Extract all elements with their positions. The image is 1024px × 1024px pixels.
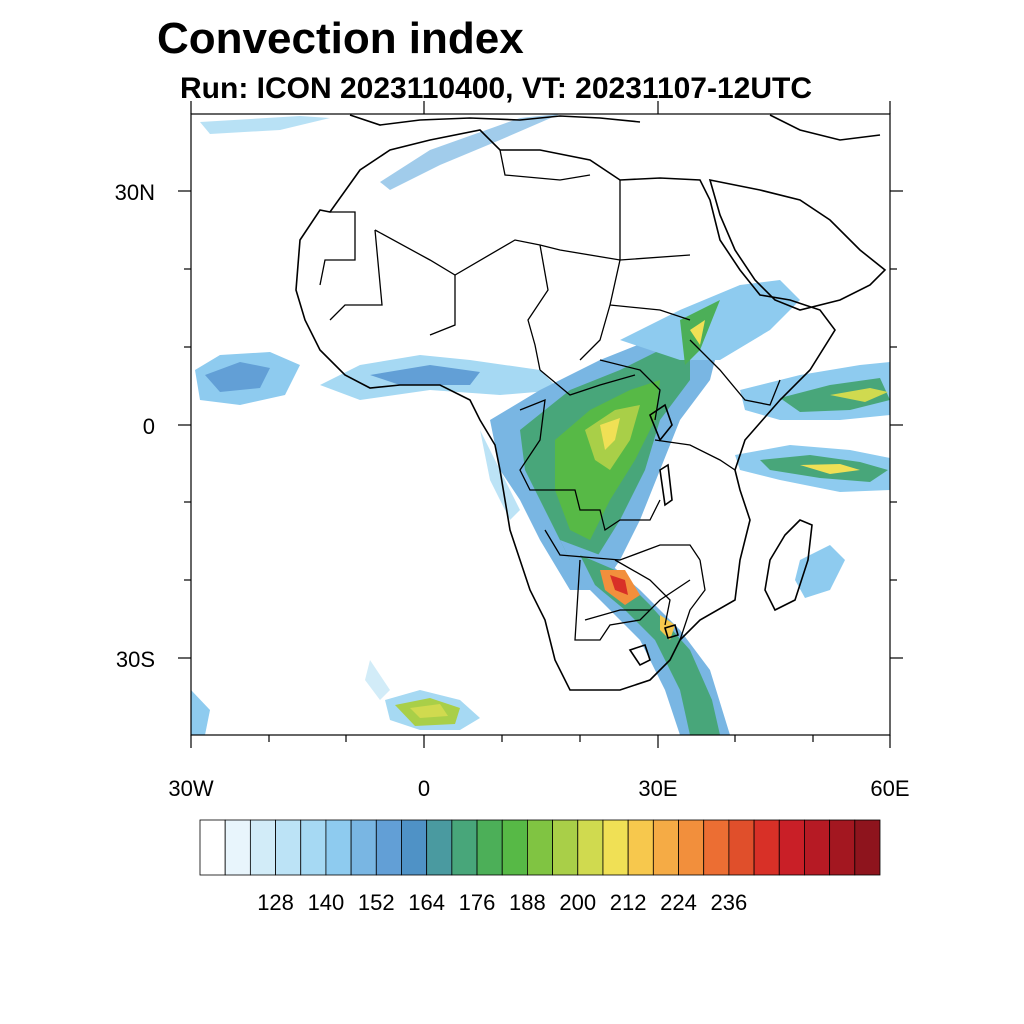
- country-borders: [319, 149, 781, 641]
- colorbar-swatch: [476, 819, 503, 876]
- colorbar-swatch: [451, 819, 478, 876]
- colorbar-label: 140: [307, 890, 345, 915]
- colorbar-swatch: [249, 819, 276, 876]
- colorbar-swatch: [602, 819, 629, 876]
- field-madagascar: [795, 545, 845, 598]
- lon-label-60e: 60E: [870, 776, 910, 801]
- colorbar-swatch: [753, 819, 780, 876]
- africa-coastline: [295, 129, 836, 691]
- colorbar-swatch: [627, 819, 654, 876]
- colorbar-swatch: [703, 819, 730, 876]
- colorbar-label: 188: [509, 890, 546, 915]
- colorbar: [199, 819, 881, 876]
- colorbar-swatch: [778, 819, 805, 876]
- lon-ticks: [190, 101, 891, 748]
- map-subtitle: Run: ICON 2023110400, VT: 20231107-12UTC: [180, 72, 813, 105]
- madagascar-coastline: [764, 519, 813, 612]
- coastlines: [295, 114, 887, 691]
- lat-label-30n: 30N: [114, 180, 155, 205]
- colorbar-swatch: [804, 819, 831, 876]
- colorbar-swatch: [678, 819, 705, 876]
- colorbar-swatch: [854, 819, 881, 876]
- colorbar-swatch: [401, 819, 428, 876]
- colorbar-swatch: [199, 819, 226, 876]
- field-streak-north: [200, 116, 330, 134]
- convection-field: [191, 114, 890, 735]
- colorbar-label: 212: [609, 890, 647, 915]
- colorbar-swatch: [501, 819, 528, 876]
- arabia-coastline: [708, 178, 887, 311]
- colorbar-swatch: [375, 819, 402, 876]
- colorbar-swatch: [224, 819, 251, 876]
- lat-label-30s: 30S: [115, 647, 155, 672]
- colorbar-label: 152: [357, 890, 395, 915]
- colorbar-swatch: [652, 819, 679, 876]
- lon-label-30e: 30E: [638, 776, 678, 801]
- lon-label-30w: 30W: [168, 776, 214, 801]
- colorbar-swatch: [275, 819, 302, 876]
- field-streak-northeast: [380, 114, 560, 190]
- colorbar-swatch: [527, 819, 553, 876]
- colorbar-label: 176: [458, 890, 496, 915]
- lat-label-0: 0: [142, 414, 155, 439]
- colorbar-swatch: [325, 819, 352, 876]
- colorbar-label: 200: [559, 890, 597, 915]
- colorbar-swatch: [350, 819, 377, 876]
- colorbar-label: 164: [408, 890, 446, 915]
- colorbar-swatch: [552, 819, 579, 876]
- colorbar-label: 236: [710, 890, 748, 915]
- colorbar-swatch: [829, 819, 856, 876]
- colorbar-swatch: [577, 819, 604, 876]
- colorbar-label: 128: [257, 890, 294, 915]
- map-title: Convection index: [157, 14, 524, 63]
- colorbar-swatch: [426, 819, 453, 876]
- colorbar-swatch: [300, 819, 327, 876]
- lat-ticks: [178, 190, 903, 659]
- lon-label-0: 0: [417, 776, 431, 801]
- colorbar-label: 224: [660, 890, 697, 915]
- colorbar-swatch: [728, 819, 755, 876]
